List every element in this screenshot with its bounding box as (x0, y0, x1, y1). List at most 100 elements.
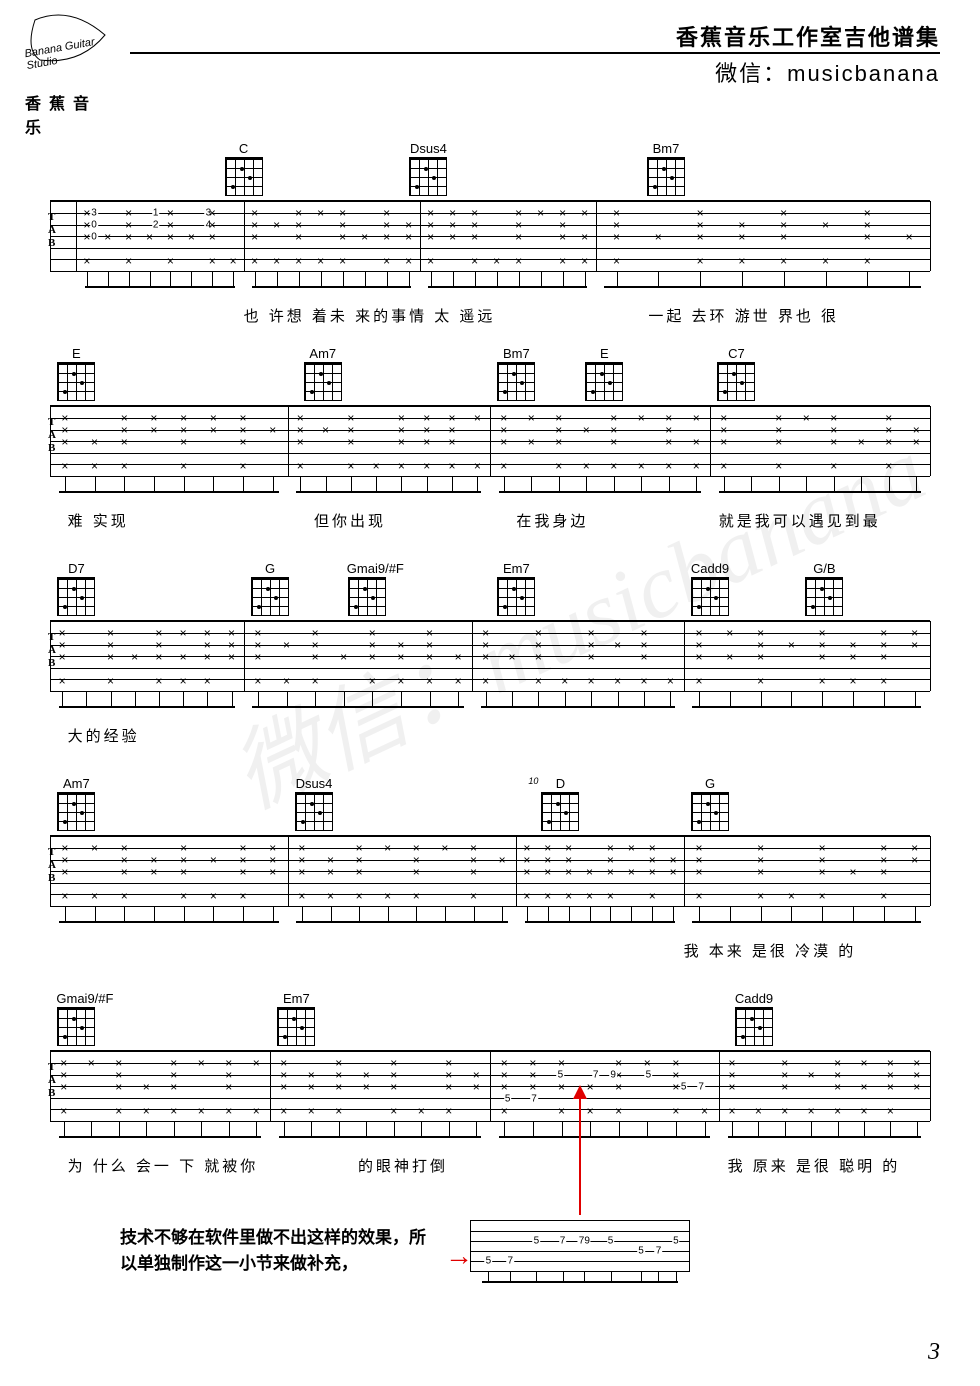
fret-number: 1 (152, 208, 160, 219)
strum-mark: × (155, 650, 162, 664)
fret-number: 5 (637, 1246, 645, 1257)
fret-number: 5 (533, 1236, 541, 1247)
strum-mark: × (60, 1104, 67, 1118)
strum-mark: × (697, 230, 704, 244)
strum-mark: × (61, 435, 68, 449)
strum-mark: × (565, 889, 572, 903)
chord-diagram: G (690, 776, 730, 831)
chord-name: Am7 (56, 776, 96, 791)
strum-mark: × (405, 230, 412, 244)
strum-mark: × (887, 1080, 894, 1094)
barline (472, 621, 473, 691)
strum-mark: × (322, 423, 329, 437)
strum-mark: × (470, 865, 477, 879)
barline (490, 406, 491, 476)
strum-mark: × (697, 254, 704, 268)
fret-number: 0 (90, 220, 98, 231)
strum-mark: × (728, 1080, 735, 1094)
strum-mark: × (849, 674, 856, 688)
chord-name: C (224, 141, 264, 156)
chord-diagram: E (584, 346, 624, 401)
strum-mark: × (670, 865, 677, 879)
strum-mark: × (83, 254, 90, 268)
strum-mark: × (369, 674, 376, 688)
tab-system: TABEAm7Bm7EC7×××××××××××××××××××××××××××… (50, 345, 930, 477)
strum-mark: × (383, 254, 390, 268)
strum-mark: × (849, 650, 856, 664)
strum-mark: × (143, 1104, 150, 1118)
barline (516, 836, 517, 906)
strum-mark: × (885, 459, 892, 473)
strum-mark: × (131, 650, 138, 664)
strum-mark: × (327, 889, 334, 903)
strum-mark: × (887, 1104, 894, 1118)
strum-mark: × (858, 435, 865, 449)
lyrics: 我 原来 是很 聪明 的 (728, 1155, 901, 1176)
strum-mark: × (335, 1104, 342, 1118)
chord-name: Cadd9 (690, 561, 730, 576)
chord-name: Gmai9/#F (347, 561, 387, 576)
barline (50, 621, 51, 691)
strum-mark: × (583, 423, 590, 437)
page: Banana Guitar Studio 香蕉音乐 香蕉音乐工作室吉他谱集 微信… (0, 0, 980, 1386)
strum-mark: × (254, 650, 261, 664)
strum-mark: × (860, 1056, 867, 1070)
strum-mark: × (819, 650, 826, 664)
strum-mark: × (269, 865, 276, 879)
chord-name: D7 (56, 561, 96, 576)
strum-mark: × (638, 411, 645, 425)
chord-diagram: Dsus4 (294, 776, 334, 831)
lyrics: 大的经验 (68, 725, 140, 746)
strum-mark: × (558, 1104, 565, 1118)
strum-mark: × (83, 230, 90, 244)
strum-mark: × (308, 1080, 315, 1094)
strum-mark: × (445, 1080, 452, 1094)
strum-mark: × (640, 650, 647, 664)
strum-mark: × (665, 435, 672, 449)
fret-number: 7 (506, 1256, 514, 1267)
strum-mark: × (115, 1104, 122, 1118)
strum-mark: × (808, 1068, 815, 1082)
fret-number: 3 (90, 208, 98, 219)
strum-mark: × (180, 435, 187, 449)
chord-diagram: C (224, 141, 264, 196)
strum-mark: × (474, 459, 481, 473)
strum-mark: × (544, 865, 551, 879)
strum-mark: × (655, 230, 662, 244)
fret-number: 5 (645, 1070, 653, 1081)
strum-mark: × (91, 889, 98, 903)
strum-mark: × (91, 841, 98, 855)
strum-mark: × (523, 889, 530, 903)
strum-mark: × (104, 230, 111, 244)
strum-mark: × (638, 459, 645, 473)
strum-mark: × (297, 459, 304, 473)
barline (420, 201, 421, 271)
strum-mark: × (228, 650, 235, 664)
chord-diagram: Em7 (496, 561, 536, 616)
strum-mark: × (121, 459, 128, 473)
strum-mark: × (423, 459, 430, 473)
tab-staff: TABGmai9/#FEm7Cadd9×××××××××××××××××××××… (50, 1050, 930, 1122)
strum-mark: × (210, 889, 217, 903)
strum-mark: × (180, 865, 187, 879)
lyrics: 的眼神打倒 (358, 1155, 448, 1176)
barline (684, 836, 685, 906)
strum-mark: × (649, 889, 656, 903)
strum-mark: × (91, 459, 98, 473)
strum-mark: × (273, 254, 280, 268)
strum-mark: × (500, 435, 507, 449)
strum-mark: × (473, 1080, 480, 1094)
fret-number: 5 (504, 1094, 512, 1105)
strum-mark: × (614, 638, 621, 652)
strum-mark: × (528, 411, 535, 425)
barline (270, 1051, 271, 1121)
chord-name: G (250, 561, 290, 576)
strum-mark: × (667, 674, 674, 688)
tab-system: TABAm7Dsus4D10G×××××××××××××××××××××××××… (50, 775, 930, 907)
strum-mark: × (499, 853, 506, 867)
strum-mark: × (561, 674, 568, 688)
chord-diagram: Gmai9/#F (347, 561, 387, 616)
strum-mark: × (780, 230, 787, 244)
strum-mark: × (273, 218, 280, 232)
barline (288, 836, 289, 906)
